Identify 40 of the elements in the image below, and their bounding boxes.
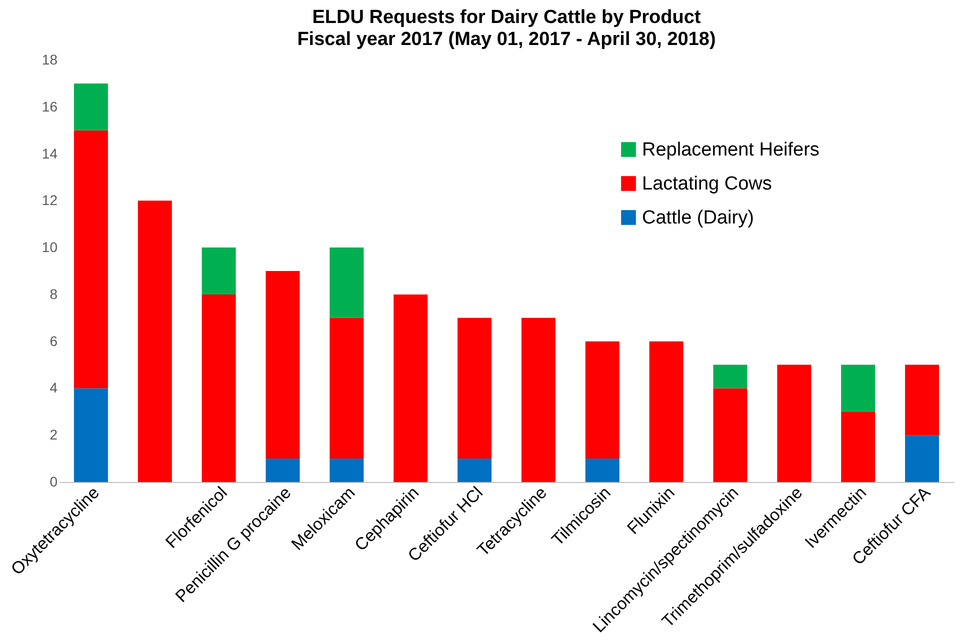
y-tick-label: 10 <box>42 239 58 256</box>
bar <box>841 364 876 412</box>
y-tick-label: 2 <box>50 426 58 443</box>
legend-label: Lactating Cows <box>642 174 772 194</box>
bar <box>74 130 108 388</box>
bar <box>585 341 620 459</box>
bar <box>458 318 492 459</box>
bar <box>202 248 236 294</box>
bar <box>330 458 364 482</box>
bar <box>394 294 428 482</box>
y-tick-label: 6 <box>50 332 58 349</box>
y-tick-label: 4 <box>50 380 58 396</box>
bar <box>905 435 940 482</box>
bar <box>458 458 492 482</box>
bar <box>713 364 748 388</box>
bar <box>521 318 556 482</box>
chart-subtitle: Fiscal year 2017 (May 01, 2017 - April 30, 2018) <box>297 29 716 50</box>
bar <box>138 200 172 482</box>
bar <box>777 364 812 482</box>
bar <box>330 248 364 318</box>
y-tick-label: 18 <box>42 52 58 68</box>
bar <box>74 83 108 130</box>
bar <box>330 318 364 459</box>
chart-title: ELDU Requests for Dairy Cattle by Product <box>312 7 702 28</box>
bar <box>74 388 108 482</box>
bar <box>202 294 236 482</box>
legend-label: Replacement Heifers <box>642 140 820 160</box>
bar <box>841 412 876 482</box>
bar <box>266 271 300 459</box>
y-tick-label: 12 <box>42 192 58 208</box>
y-tick-label: 0 <box>50 474 58 490</box>
y-tick-label: 8 <box>50 286 58 302</box>
y-tick-label: 16 <box>42 98 58 114</box>
bar <box>649 341 684 482</box>
y-tick-label: 14 <box>42 145 58 162</box>
legend-label: Cattle (Dairy) <box>642 208 754 228</box>
bar <box>266 458 300 482</box>
bar <box>905 364 940 436</box>
bar <box>713 388 748 482</box>
bar <box>585 458 620 482</box>
